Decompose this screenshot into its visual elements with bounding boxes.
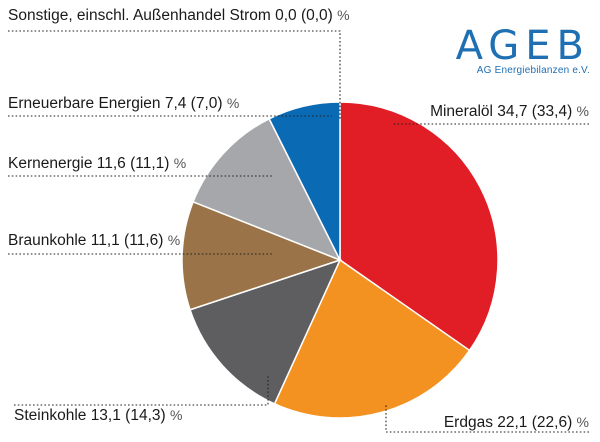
brand-name: AGEB xyxy=(455,23,590,69)
brand-subtitle: AG Energiebilanzen e.V. xyxy=(476,65,590,76)
pie-slice-braunkohle xyxy=(181,200,343,311)
pie-slice-kernenergie xyxy=(192,117,342,262)
pie-slice-steinkohle xyxy=(189,258,342,405)
pie-slice-mineraloel xyxy=(339,101,499,352)
ageb-logo: AGEB AG Energiebilanzen e.V. xyxy=(456,26,590,77)
pie-slice-erdgas xyxy=(273,258,471,419)
data-label-mineraloel: Mineralöl 34,7 (33,4) % xyxy=(430,103,589,120)
leader-line-sonstige xyxy=(8,30,341,120)
data-label-steinkohle: Steinkohle 13,1 (14,3) % xyxy=(14,407,182,424)
data-label-sonstige: Sonstige, einschl. Außenhandel Strom 0,0… xyxy=(8,7,350,24)
leader-line-steinkohle xyxy=(14,375,269,406)
pie-slices xyxy=(181,101,499,419)
leader-line-erdgas xyxy=(385,405,589,433)
data-label-kernenergie: Kernenergie 11,6 (11,1) % xyxy=(8,155,186,172)
data-label-erneuerbare: Erneuerbare Energien 7,4 (7,0) % xyxy=(8,95,239,112)
pie-labels: Mineralöl 34,7 (33,4) % Erdgas 22,1 (22,6… xyxy=(8,7,589,433)
data-label-braunkohle: Braunkohle 11,1 (11,6) % xyxy=(8,232,180,249)
data-label-erdgas: Erdgas 22,1 (22,6) % xyxy=(444,414,589,431)
